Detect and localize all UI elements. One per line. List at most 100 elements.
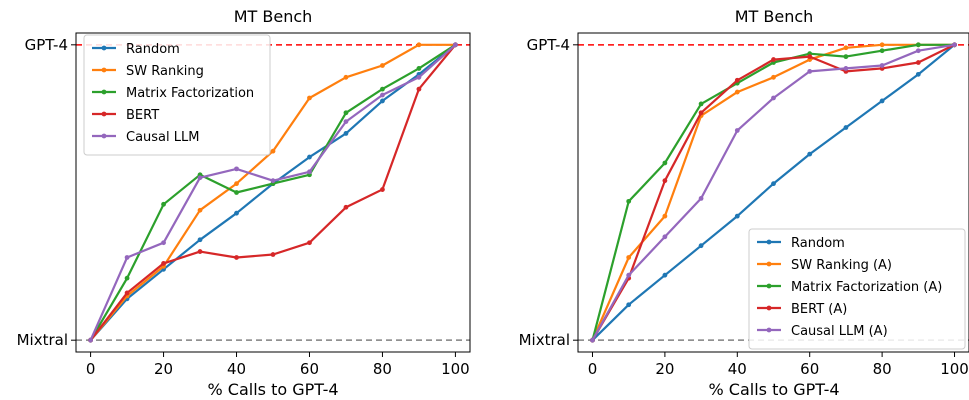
data-point xyxy=(879,63,885,68)
data-point xyxy=(771,181,776,187)
x-tick-label: 100 xyxy=(940,360,969,378)
legend-label: BERT xyxy=(126,108,159,123)
data-point xyxy=(234,255,239,260)
x-tick-label: 40 xyxy=(227,360,246,378)
legend-label: Random xyxy=(791,236,845,251)
legend-marker xyxy=(766,261,772,267)
data-point xyxy=(915,71,921,77)
data-point xyxy=(197,175,203,181)
legend-label: Matrix Factorization xyxy=(126,86,254,101)
data-point xyxy=(734,89,740,95)
data-point xyxy=(343,131,349,136)
data-point xyxy=(161,260,166,266)
data-point xyxy=(380,98,385,104)
data-point xyxy=(915,60,921,65)
data-point xyxy=(734,77,740,83)
legend-label: Causal LLM xyxy=(126,130,199,145)
data-point xyxy=(343,119,349,125)
legend-marker xyxy=(101,45,107,51)
x-tick-label: 0 xyxy=(588,360,598,378)
data-point xyxy=(453,42,458,48)
data-point xyxy=(270,252,276,257)
legend-marker xyxy=(766,327,772,333)
data-point xyxy=(307,154,312,160)
data-point xyxy=(734,128,740,133)
data-point xyxy=(124,275,130,281)
data-point xyxy=(161,201,166,207)
x-tick-label: 60 xyxy=(800,360,819,378)
data-point xyxy=(662,160,668,166)
legend-label: Random xyxy=(126,42,180,57)
data-point xyxy=(416,66,422,71)
data-point xyxy=(771,74,776,80)
data-point xyxy=(626,255,632,260)
data-point xyxy=(734,213,740,219)
legend-marker xyxy=(101,89,107,95)
data-point xyxy=(698,101,704,107)
legend-marker xyxy=(101,133,107,139)
data-point xyxy=(234,210,239,216)
data-point xyxy=(197,237,203,243)
x-tick-label: 60 xyxy=(300,360,319,378)
data-point xyxy=(380,92,385,98)
data-point xyxy=(343,110,349,116)
data-point xyxy=(161,240,166,246)
data-point xyxy=(879,98,885,104)
data-point xyxy=(807,151,813,157)
legend-marker xyxy=(766,283,772,289)
data-point xyxy=(307,240,312,246)
legend-marker xyxy=(101,111,107,117)
data-point xyxy=(952,42,957,48)
legend-label: Causal LLM (A) xyxy=(791,324,888,339)
data-point xyxy=(698,243,704,249)
data-point xyxy=(626,272,632,278)
y-tick-label: GPT-4 xyxy=(527,36,570,54)
data-point xyxy=(807,68,813,74)
data-point xyxy=(270,148,276,154)
data-point xyxy=(843,54,849,60)
x-tick-label: 0 xyxy=(86,360,96,378)
data-point xyxy=(879,42,885,48)
data-point xyxy=(843,66,849,71)
data-point xyxy=(807,54,813,60)
data-point xyxy=(343,74,349,80)
x-tick-label: 80 xyxy=(873,360,892,378)
data-point xyxy=(626,302,632,308)
x-tick-label: 80 xyxy=(373,360,392,378)
data-point xyxy=(626,198,632,204)
data-point xyxy=(662,178,668,184)
chart-left: MT Bench % Calls to GPT-4 0 20 40 60 80 100 Mi… xyxy=(17,7,471,399)
legend-marker xyxy=(766,239,772,245)
data-point xyxy=(590,337,595,343)
plot-frame xyxy=(577,32,969,353)
data-point xyxy=(197,249,203,254)
data-point xyxy=(307,95,312,101)
chart-right: MT Bench % Calls to GPT-4 0 20 40 60 80 100 Mi… xyxy=(519,7,969,399)
data-point xyxy=(771,95,776,101)
chart-title: MT Bench xyxy=(735,7,814,26)
data-point xyxy=(234,166,239,172)
data-point xyxy=(915,42,921,48)
data-point xyxy=(124,290,130,296)
x-tick-label: 40 xyxy=(728,360,747,378)
data-point xyxy=(416,86,422,92)
legend-label: SW Ranking (A) xyxy=(791,258,892,273)
legend-marker xyxy=(101,67,107,73)
data-point xyxy=(197,207,203,213)
legend-label: SW Ranking xyxy=(126,64,204,79)
data-point xyxy=(662,213,668,219)
data-point xyxy=(270,178,276,184)
data-point xyxy=(380,63,385,68)
data-point xyxy=(380,86,385,92)
legend-box xyxy=(83,34,271,156)
legend-label: BERT (A) xyxy=(791,302,847,317)
data-point xyxy=(416,74,422,80)
plot-frame xyxy=(75,32,471,353)
x-tick-label: 20 xyxy=(655,360,674,378)
y-tick-label: Mixtral xyxy=(519,331,570,349)
data-point xyxy=(698,196,704,201)
data-point xyxy=(843,125,849,130)
x-tick-label: 20 xyxy=(154,360,173,378)
data-point xyxy=(124,255,130,260)
